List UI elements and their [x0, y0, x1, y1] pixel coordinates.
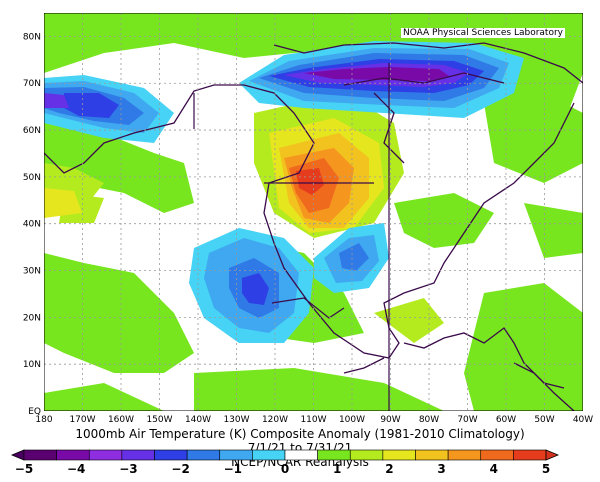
colorbar-label: −3 [119, 462, 137, 476]
colorbar-swatch [415, 449, 449, 461]
colorbar-swatch [317, 449, 351, 461]
lon-tick-label: 110W [300, 415, 326, 425]
warm-anomaly-core [279, 133, 369, 228]
colorbar-label: 1 [333, 462, 341, 476]
lat-tick-label: 40N [23, 220, 41, 230]
lon-tick-label: 120W [262, 415, 288, 425]
colorbar-swatch [23, 449, 57, 461]
lon-tick-label: 70W [457, 415, 477, 425]
colorbar-label: 5 [542, 462, 550, 476]
map-frame: NOAA Physical Sciences Laboratory [44, 13, 583, 411]
colorbar-min-arrow [10, 449, 25, 461]
lon-tick-label: 50W [534, 415, 554, 425]
lon-tick-label: 150W [146, 415, 172, 425]
anomaly-map [44, 13, 583, 411]
lat-tick-label: 30N [23, 267, 41, 277]
colorbar-label: 0 [281, 462, 289, 476]
lat-tick-label: 60N [23, 126, 41, 136]
arctic-cold-anomaly [239, 41, 524, 118]
lon-tick-label: 160W [108, 415, 134, 425]
lon-tick-label: 170W [69, 415, 95, 425]
lat-tick-label: 80N [23, 32, 41, 42]
colorbar-label: −2 [171, 462, 189, 476]
colorbar-swatch [513, 449, 547, 461]
colorbar-label: −1 [224, 462, 242, 476]
colorbar-swatch [382, 449, 416, 461]
colorbar-max-arrow [545, 449, 560, 461]
colorbar-swatch [88, 449, 123, 461]
colorbar-label: 4 [490, 462, 498, 476]
lon-tick-label: 90W [380, 415, 400, 425]
colorbar-swatch [219, 449, 253, 461]
colorbar-label: 3 [437, 462, 445, 476]
lon-tick-label: 80W [419, 415, 439, 425]
grid-lines [44, 13, 583, 411]
lat-tick-label: 70N [23, 79, 41, 89]
colorbar-swatch [480, 449, 514, 461]
credit-label: NOAA Physical Sciences Laboratory [400, 28, 565, 38]
lat-tick-label: EQ [28, 407, 41, 417]
lon-tick-label: 140W [185, 415, 211, 425]
colorbar-swatch [349, 449, 384, 461]
bering-cold-anomaly [44, 75, 174, 143]
lon-tick-label: 180 [35, 415, 52, 425]
map-title: 1000mb Air Temperature (K) Composite Ano… [75, 427, 525, 441]
lon-tick-label: 40W [573, 415, 593, 425]
lat-tick-label: 50N [23, 173, 41, 183]
lon-tick-label: 100W [339, 415, 365, 425]
colorbar-swatch [121, 449, 155, 461]
colorbar: −5 −4 −3 −2 −1 0 1 2 3 4 5 [10, 449, 560, 476]
colorbar-swatch [56, 449, 90, 461]
borders [193, 63, 390, 411]
lat-tick-label: 10N [23, 360, 41, 370]
lat-tick-label: 20N [23, 313, 41, 323]
colorbar-label: 2 [385, 462, 393, 476]
lon-tick-label: 60W [496, 415, 516, 425]
colorbar-swatch [447, 449, 482, 461]
colorbar-swatch [284, 449, 318, 461]
colorbar-label: −5 [15, 462, 33, 476]
plains-cold-anomaly [314, 223, 389, 293]
colorbar-swatch [252, 449, 286, 461]
lon-tick-label: 130W [223, 415, 249, 425]
colorbar-swatch [154, 449, 188, 461]
colorbar-label: −4 [67, 462, 85, 476]
colorbar-swatch [186, 449, 221, 461]
